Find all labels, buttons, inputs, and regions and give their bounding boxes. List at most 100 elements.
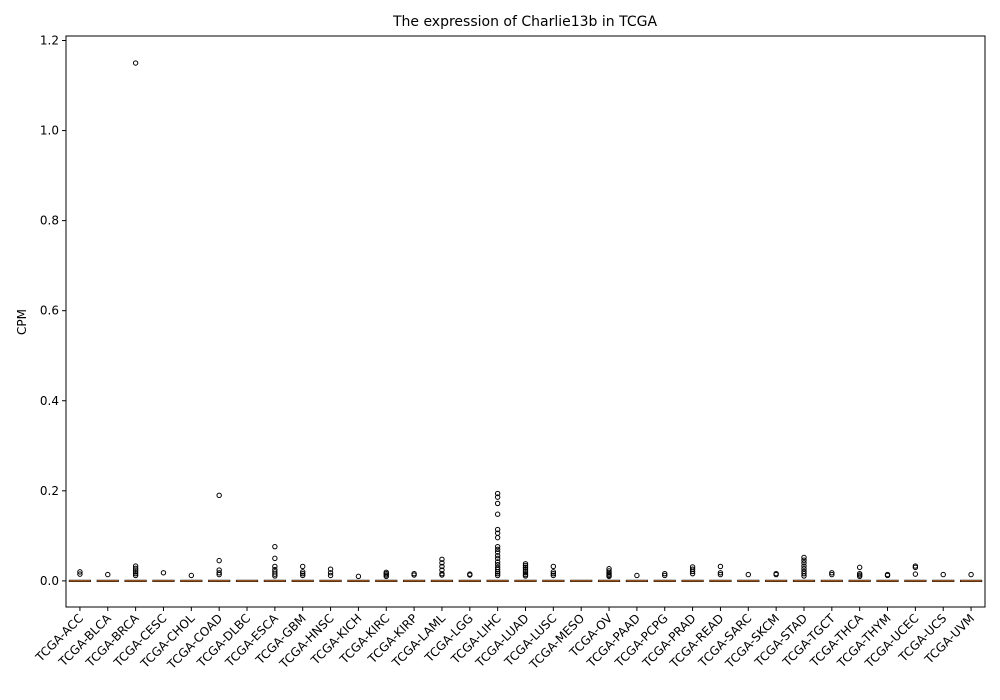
outlier-point [327, 570, 334, 576]
outlier-point [745, 571, 751, 578]
outlier-point [550, 563, 557, 570]
outlier-point [801, 560, 807, 566]
outlier-point [662, 572, 668, 579]
outlier-point [77, 571, 83, 577]
outlier-point [439, 563, 445, 570]
outlier-point [494, 500, 501, 507]
outlier-point [550, 572, 557, 579]
outlier-point [689, 568, 696, 575]
outlier-point [606, 573, 612, 580]
outlier-point [522, 564, 529, 571]
outlier-point [801, 563, 807, 569]
outlier-point [801, 566, 807, 572]
outlier-point [717, 570, 724, 576]
outlier-point [494, 534, 501, 541]
outlier-point [856, 564, 863, 571]
outlier-point [689, 570, 696, 577]
outlier-point [355, 573, 362, 580]
outlier-point [494, 555, 501, 562]
outlier-point [272, 573, 278, 579]
outlier-point [132, 565, 139, 571]
outlier-point [300, 570, 306, 577]
outlier-point [494, 526, 501, 533]
outlier-point [494, 490, 501, 497]
outlier-point [940, 571, 946, 578]
y-tick-label: 1.0 [40, 124, 59, 138]
outlier-point [522, 568, 529, 574]
outlier-point [522, 573, 529, 579]
outlier-point [439, 572, 445, 578]
outlier-point [494, 561, 501, 568]
outlier-point [105, 571, 111, 578]
outlier-point [494, 569, 501, 575]
outlier-point [522, 566, 529, 572]
outlier-point [300, 563, 306, 570]
outlier-point [634, 572, 640, 579]
outlier-point [327, 566, 334, 572]
outlier-point [856, 573, 863, 580]
outlier-point [439, 567, 445, 573]
y-tick-label: 0.0 [40, 574, 59, 588]
y-tick-label: 1.2 [40, 34, 59, 48]
outlier-point [272, 563, 278, 570]
plot-area [68, 60, 983, 582]
outlier-point [327, 572, 334, 579]
outlier-point [494, 543, 501, 550]
outlier-point [662, 570, 668, 577]
y-tick-label: 0.4 [40, 394, 59, 408]
y-axis: 0.0 0.2 0.4 0.6 0.8 1.0 1.2 [40, 34, 66, 588]
outlier-point [216, 571, 222, 578]
outlier-point [829, 571, 835, 578]
outlier-point [912, 564, 919, 571]
outlier-point [717, 571, 724, 578]
outlier-point [272, 571, 278, 577]
y-axis-label: CPM [15, 309, 29, 335]
outlier-point [300, 569, 306, 575]
outlier-point [801, 570, 807, 577]
outlier-point [494, 549, 501, 555]
outlier-point [801, 557, 807, 563]
outlier-point [272, 555, 278, 562]
outlier-point [272, 543, 278, 550]
outlier-point [300, 572, 306, 579]
outlier-point [132, 60, 139, 66]
y-tick-label: 0.2 [40, 484, 59, 498]
x-axis: TCGA-ACCTCGA-BLCATCGA-BRCATCGA-CESCTCGA-… [32, 607, 977, 672]
outlier-point [884, 572, 891, 579]
outlier-point [522, 561, 529, 567]
outlier-point [494, 511, 501, 517]
outlier-point [439, 560, 445, 566]
chart-title: The expression of Charlie13b in TCGA [392, 14, 657, 30]
outlier-point [494, 552, 501, 559]
outlier-point [801, 554, 807, 561]
outlier-point [494, 559, 501, 565]
outlier-point [494, 572, 501, 579]
y-tick-label: 0.8 [40, 214, 59, 228]
outlier-point [494, 570, 501, 577]
outlier-point [132, 567, 139, 573]
outlier-point [77, 569, 83, 575]
outlier-point [829, 570, 835, 576]
outlier-point [216, 570, 222, 576]
outlier-point [439, 556, 445, 562]
outlier-point [132, 570, 139, 577]
outlier-point [522, 570, 529, 576]
outlier-point [550, 569, 557, 575]
outlier-point [801, 573, 807, 579]
outlier-point [467, 572, 473, 578]
outlier-point [132, 569, 139, 575]
outlier-point [216, 557, 222, 564]
axes-frame [65, 35, 986, 608]
outlier-point [522, 562, 529, 569]
y-tick-label: 0.6 [40, 304, 59, 318]
outlier-point [132, 572, 139, 579]
outlier-point [160, 570, 167, 576]
outlier-point [717, 563, 724, 570]
outlier-point [383, 573, 389, 580]
outlier-point [968, 571, 974, 578]
outlier-point [411, 572, 417, 578]
outlier-point [550, 570, 557, 577]
outlier-point [912, 571, 919, 577]
outlier-point [216, 492, 222, 499]
